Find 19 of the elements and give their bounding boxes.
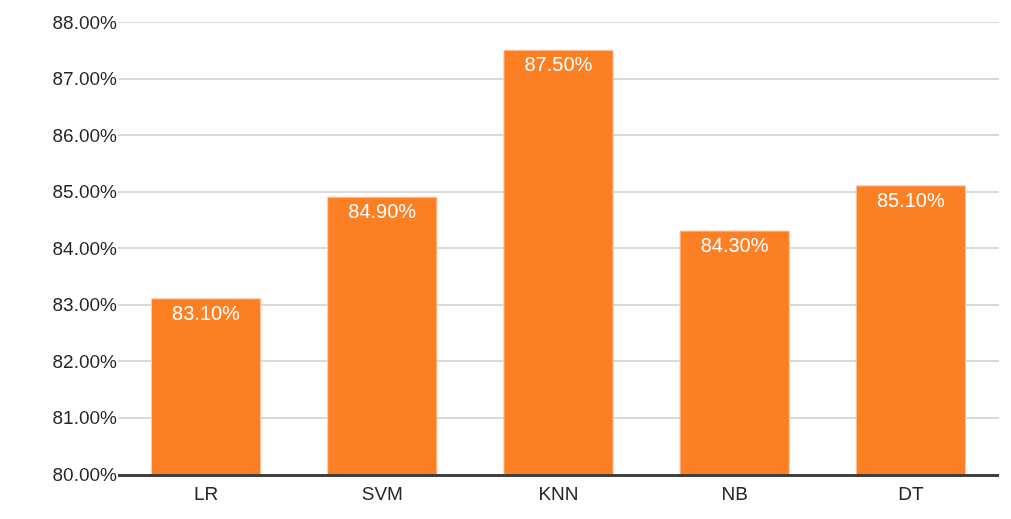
x-tick-label: KNN bbox=[538, 482, 579, 504]
y-tick-label: 82.00% bbox=[52, 350, 118, 372]
data-label: 85.10% bbox=[876, 188, 945, 211]
y-tick-label: 84.00% bbox=[52, 237, 118, 259]
y-tick-label: 85.00% bbox=[52, 181, 118, 203]
y-tick-label: 81.00% bbox=[52, 407, 118, 429]
x-tick-label: LR bbox=[193, 482, 219, 504]
y-tick-label: 87.00% bbox=[52, 68, 118, 90]
y-tick-label: 88.00% bbox=[52, 11, 118, 33]
data-label: 83.10% bbox=[172, 301, 241, 324]
y-tick-label: 86.00% bbox=[52, 124, 118, 146]
x-tick-label: SVM bbox=[361, 482, 403, 504]
x-tick-label: DT bbox=[898, 482, 924, 504]
y-tick-label: 83.00% bbox=[52, 294, 118, 316]
y-tick-label: 80.00% bbox=[52, 463, 118, 485]
data-label: 87.50% bbox=[524, 53, 593, 76]
data-label: 84.90% bbox=[348, 200, 417, 223]
data-label: 84.30% bbox=[700, 234, 769, 257]
x-tick-label: NB bbox=[721, 482, 748, 504]
